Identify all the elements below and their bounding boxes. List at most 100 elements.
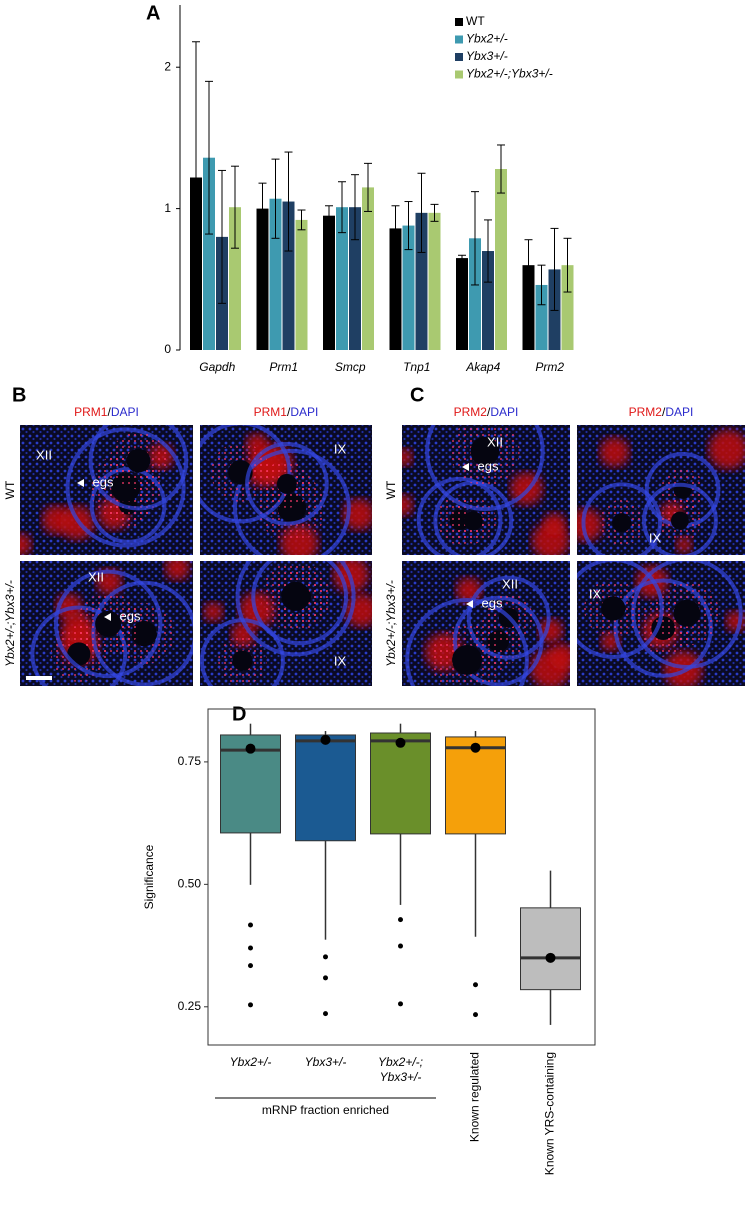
- error-bar: [231, 165, 239, 249]
- column-header: PRM2/DAPI: [454, 405, 519, 419]
- bar: [561, 265, 574, 350]
- tubule-wall: [405, 598, 529, 686]
- bar: [456, 258, 468, 350]
- header-part: PRM2: [629, 405, 663, 419]
- mean-dot: [395, 737, 406, 748]
- x-tick-label: Gapdh: [199, 360, 235, 374]
- image-annotation: egs: [93, 474, 114, 489]
- tubule-wall: [232, 448, 351, 555]
- bar: [269, 198, 282, 350]
- interstitium: [549, 643, 570, 670]
- x-tick-label: Smcp: [335, 360, 366, 374]
- image-annotation: XII: [88, 569, 104, 584]
- error-bar: [404, 201, 413, 251]
- interstitium: [725, 611, 745, 632]
- error-bar: [351, 174, 359, 241]
- micrograph: [20, 561, 193, 686]
- micrograph: [20, 425, 193, 555]
- column-header: PRM1/DAPI: [74, 405, 139, 419]
- image-annotation: egs: [120, 608, 141, 623]
- legend-swatch: [455, 35, 463, 44]
- box: [445, 736, 506, 835]
- error-bar: [537, 264, 546, 306]
- row-label: WT: [384, 480, 398, 499]
- lumen: [95, 610, 122, 637]
- image-content: [20, 561, 193, 686]
- legend-swatch: [455, 53, 463, 61]
- image-annotation: egs: [482, 595, 503, 610]
- image-content: [577, 561, 745, 686]
- image-content: [20, 425, 193, 555]
- error-bar: [205, 80, 213, 235]
- legend-label: WT: [466, 14, 485, 28]
- image-content: [402, 425, 570, 555]
- outlier: [398, 1001, 403, 1007]
- box: [295, 734, 356, 842]
- image-annotation: IX: [649, 530, 662, 545]
- lumen: [463, 511, 483, 531]
- error-bar: [325, 205, 333, 227]
- error-bar: [563, 237, 572, 293]
- interstitium: [402, 448, 413, 467]
- tubule-wall: [53, 569, 163, 679]
- tubule-wall: [416, 476, 503, 555]
- error-bar: [297, 209, 306, 231]
- error-bar: [338, 181, 346, 234]
- tubule-wall: [88, 425, 189, 511]
- column-header: PRM2/DAPI: [629, 405, 694, 419]
- header-part: /: [107, 405, 111, 419]
- image-content: [402, 561, 570, 686]
- group-label: mRNP fraction enriched: [262, 1103, 389, 1117]
- header-part: DAPI: [665, 405, 693, 419]
- header-part: PRM2: [454, 405, 488, 419]
- x-tick-label: Ybx2+/-;: [378, 1055, 423, 1069]
- outlier: [473, 1012, 478, 1018]
- header-part: DAPI: [290, 405, 318, 419]
- image-annotation: XII: [36, 447, 52, 462]
- y-tick-label: 0.50: [178, 877, 202, 891]
- lumen: [601, 596, 626, 621]
- bar: [428, 212, 441, 350]
- micrograph: [200, 561, 372, 686]
- bar: [323, 215, 335, 350]
- error-bar: [192, 41, 200, 314]
- image-content: [577, 425, 745, 555]
- bar: [229, 207, 241, 350]
- image-annotation: XII: [502, 576, 518, 591]
- micrograph: [200, 425, 372, 555]
- image-content: [200, 425, 372, 555]
- bar: [415, 212, 428, 350]
- micrograph: [402, 561, 570, 686]
- tubule-wall: [65, 427, 186, 548]
- lumen: [452, 644, 482, 675]
- panel-label: D: [232, 703, 246, 725]
- micrograph: [402, 425, 570, 555]
- micrograph: [577, 425, 745, 555]
- outlier: [398, 917, 403, 923]
- header-part: DAPI: [490, 405, 518, 419]
- lumen: [470, 436, 500, 466]
- box: [520, 907, 581, 991]
- lumen: [281, 581, 311, 611]
- mean-dot: [545, 952, 556, 963]
- tubule-wall: [577, 561, 664, 659]
- x-tick-label: Tnp1: [403, 360, 430, 374]
- x-tick-label: Known YRS-containing: [543, 1052, 557, 1175]
- image-annotation: IX: [334, 653, 347, 668]
- outlier: [398, 943, 403, 949]
- legend-label: Ybx2+/-;Ybx3+/-: [466, 67, 553, 81]
- mean-dot: [320, 734, 331, 745]
- tubule-wall: [642, 482, 718, 555]
- bar: [482, 251, 494, 350]
- x-tick-label: Known regulated: [468, 1052, 482, 1142]
- error-bar: [218, 169, 226, 304]
- x-tick-label: Prm1: [269, 360, 298, 374]
- x-tick-label: Akap4: [465, 360, 500, 374]
- bar: [495, 169, 507, 350]
- bar: [282, 201, 295, 350]
- error-bar: [524, 239, 533, 292]
- x-tick-label: Ybx2+/-: [230, 1055, 272, 1069]
- bar: [362, 187, 374, 350]
- interstitium: [543, 512, 566, 536]
